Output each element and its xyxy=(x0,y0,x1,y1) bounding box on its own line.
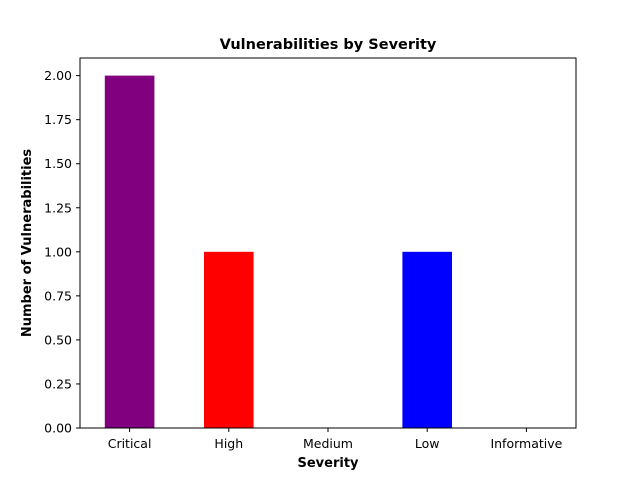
x-axis-label: Severity xyxy=(297,456,359,471)
y-axis-ticks: 0.00 0.25 0.50 0.75 1.00 1.25 1.50 1.75 2.00 xyxy=(44,68,80,436)
y-tick-label: 0.75 xyxy=(44,288,72,303)
y-tick-label: 1.25 xyxy=(44,200,72,215)
y-axis-label: Number of Vulnerabilities xyxy=(20,149,35,338)
y-tick-label: 2.00 xyxy=(44,68,72,83)
y-tick-label: 0.50 xyxy=(44,332,72,347)
x-tick-label: Low xyxy=(415,436,440,451)
x-axis-ticks: Critical High Medium Low Informative xyxy=(108,428,563,451)
x-tick-label: Medium xyxy=(303,436,353,451)
bar-high xyxy=(204,251,254,428)
x-tick-label: Informative xyxy=(490,436,562,451)
x-tick-label: Critical xyxy=(108,436,152,451)
bars xyxy=(104,75,452,428)
plot-frame xyxy=(79,57,577,429)
bar-critical xyxy=(104,75,155,428)
chart-title: Vulnerabilities by Severity xyxy=(220,37,437,53)
bar-low xyxy=(402,251,452,428)
y-tick-label: 1.75 xyxy=(44,112,72,127)
x-tick-label: High xyxy=(214,436,243,451)
y-tick-label: 0.25 xyxy=(44,376,72,391)
y-tick-label: 1.50 xyxy=(44,156,72,171)
y-tick-label: 0.00 xyxy=(44,421,72,436)
y-tick-label: 1.00 xyxy=(44,244,72,259)
